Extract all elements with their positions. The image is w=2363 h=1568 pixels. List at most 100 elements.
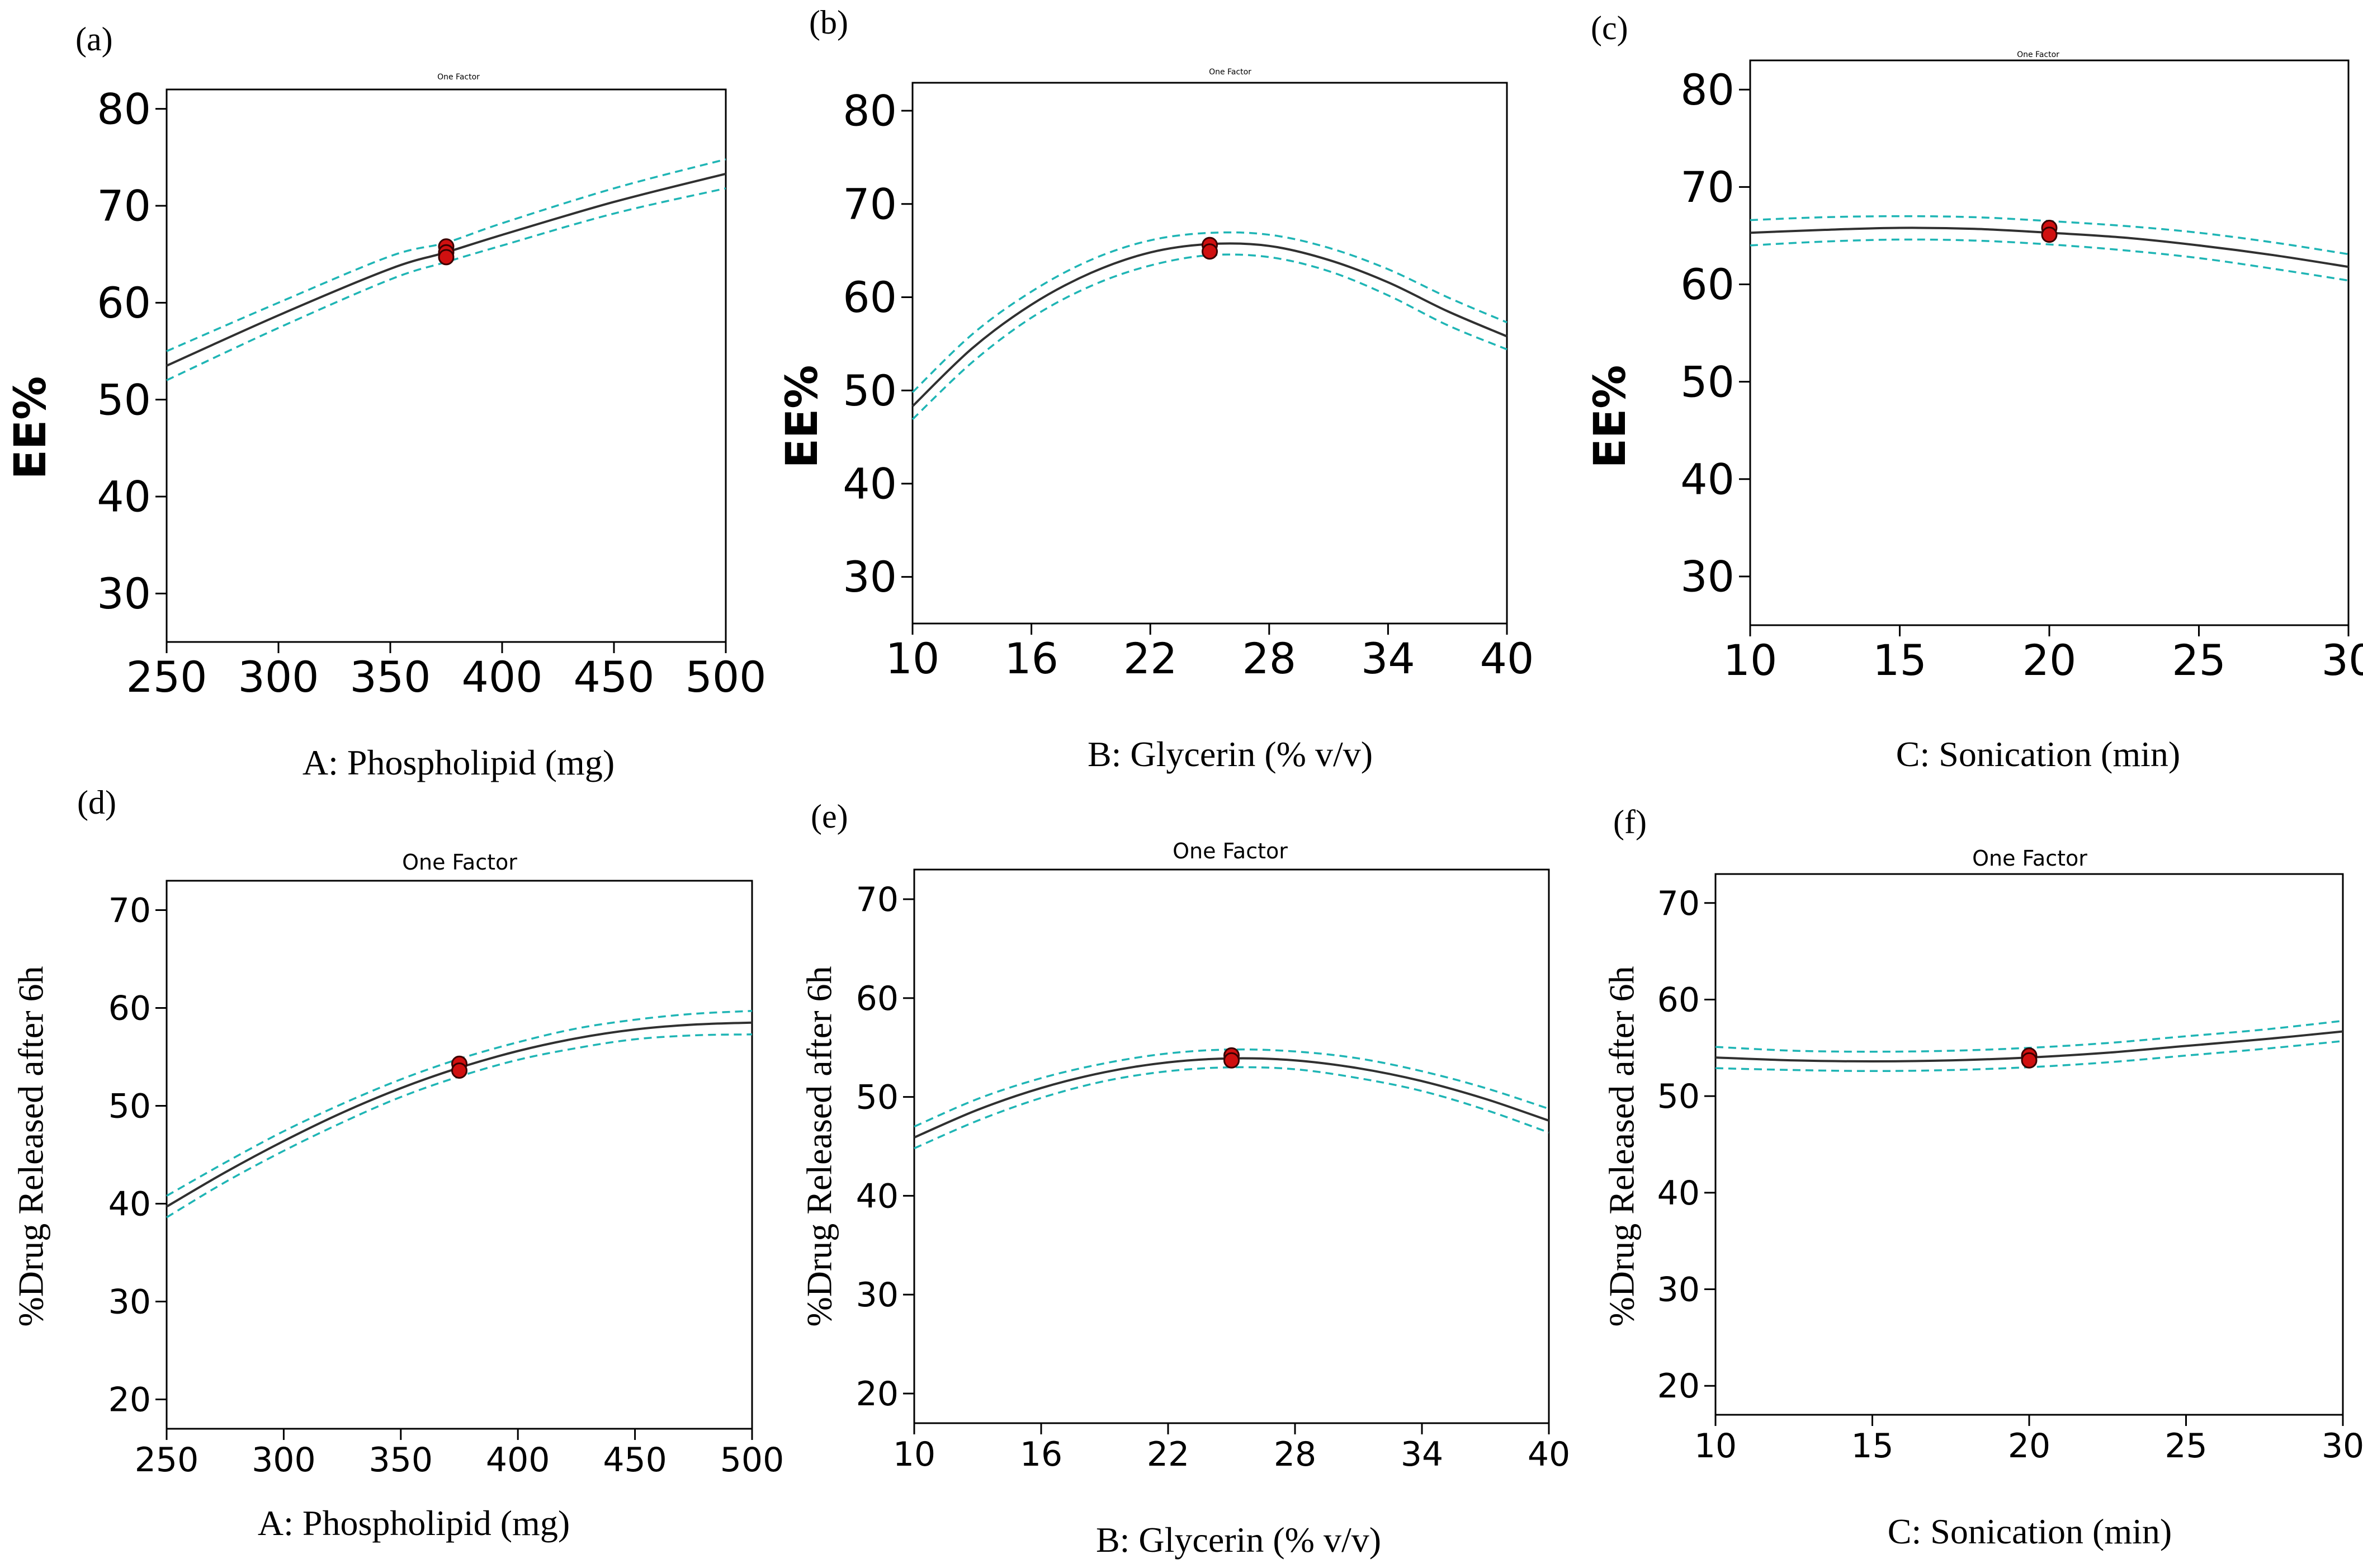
plot-frame (166, 88, 727, 643)
x-tick-label: 28 (1242, 634, 1296, 683)
x-axis-label: B: Glycerin (% v/v) (1096, 1520, 1381, 1560)
chart-title: One Factor (1209, 68, 1251, 77)
panel-a: (a) One Factor 250 300 350 400 450 500 30 40 50 60 7… (6, 21, 767, 782)
plot-frame (1749, 59, 2350, 626)
x-tick-label: 500 (685, 652, 766, 702)
x-tick-label: 16 (1004, 634, 1058, 683)
chart-title: One Factor (437, 73, 480, 82)
panel-b: (b) One Factor 10 16 22 28 34 40 30 40 50 60 70 80 B: … (777, 4, 1534, 774)
chart-title: One Factor (402, 850, 517, 875)
design-point (1202, 243, 1218, 260)
y-tick-label: 30 (97, 569, 151, 618)
plot-frame (166, 880, 753, 1430)
panel-letter: (d) (77, 784, 116, 821)
design-point (1223, 1052, 1240, 1069)
y-tick-label: 70 (1680, 162, 1735, 212)
x-tick-label: 34 (1361, 634, 1415, 683)
y-axis-label: %Drug Released after 6h (800, 966, 839, 1326)
y-axis-label: %Drug Released after 6h (11, 966, 51, 1326)
ci-line (166, 187, 726, 381)
panel-letter: (e) (811, 798, 848, 835)
panel-letter: (b) (809, 4, 848, 41)
design-point (2021, 1052, 2038, 1069)
design-point (438, 249, 455, 266)
x-tick-label: 400 (461, 652, 542, 702)
panel-e: (e) One Factor 10 16 22 28 34 40 20 30 40 50 60 70 B: … (800, 798, 1571, 1560)
x-tick-label: 250 (135, 1441, 199, 1480)
panel-f: (f) One Factor 10 15 20 25 30 20 30 40 50 60 70 C: So… (1602, 804, 2363, 1551)
y-tick-label: 50 (856, 1078, 899, 1117)
x-tick-label: 450 (603, 1441, 667, 1480)
x-tick-label: 34 (1401, 1435, 1443, 1474)
x-axis-label: C: Sonication (min) (1888, 1512, 2172, 1551)
y-axis-label: %Drug Released after 6h (1602, 966, 1642, 1326)
y-tick-label: 40 (843, 459, 897, 509)
y-tick-label: 50 (1657, 1077, 1700, 1116)
x-axis-label: C: Sonication (min) (1896, 734, 2180, 774)
x-axis-label: B: Glycerin (% v/v) (1088, 734, 1373, 774)
plot-frame (1714, 873, 2344, 1416)
y-tick-label: 40 (1680, 454, 1735, 504)
y-tick-label: 20 (1657, 1367, 1700, 1406)
y-tick-label: 80 (843, 86, 897, 136)
y-tick-label: 60 (843, 272, 897, 322)
y-tick-label: 20 (108, 1381, 151, 1420)
x-tick-label: 300 (252, 1441, 316, 1480)
y-tick-label: 30 (856, 1276, 899, 1315)
x-tick-label: 25 (2164, 1427, 2207, 1466)
x-tick-label: 20 (2008, 1427, 2050, 1466)
y-tick-label: 40 (856, 1177, 899, 1216)
design-point (451, 1062, 467, 1079)
y-tick-label: 40 (97, 472, 151, 522)
x-tick-label: 250 (126, 652, 207, 702)
y-tick-label: 40 (1657, 1174, 1700, 1213)
ci-line (1750, 238, 2349, 282)
y-tick-label: 60 (97, 278, 151, 328)
x-axis-label: A: Phospholipid (mg) (303, 743, 615, 782)
x-tick-label: 10 (1694, 1427, 1737, 1466)
y-axis-label: EE% (1585, 365, 1636, 469)
panel-c: (c) One Factor 10 15 20 25 30 30 40 50 60 70 80 C: So… (1585, 10, 2363, 774)
panel-d: (d) One Factor 250 300 350 400 450 500 20 30 40 50 6… (11, 784, 784, 1543)
x-tick-label: 350 (369, 1441, 433, 1480)
y-tick-label: 80 (1680, 65, 1735, 115)
y-tick-label: 50 (97, 375, 151, 424)
ci-line (911, 231, 1507, 393)
y-tick-label: 70 (1657, 884, 1700, 923)
prediction-line (166, 172, 726, 367)
prediction-line (166, 1021, 753, 1208)
y-tick-label: 30 (1657, 1271, 1700, 1310)
chart-title: One Factor (2017, 50, 2059, 59)
ci-line (166, 1010, 753, 1197)
y-tick-label: 30 (1680, 552, 1735, 602)
prediction-line (911, 242, 1507, 407)
y-tick-label: 70 (108, 891, 151, 931)
y-tick-label: 30 (108, 1283, 151, 1322)
x-tick-label: 350 (349, 652, 431, 702)
y-tick-label: 40 (108, 1185, 151, 1224)
x-tick-label: 16 (1020, 1435, 1062, 1474)
plot-frame (913, 868, 1550, 1424)
panel-letter: (a) (75, 21, 113, 58)
y-tick-label: 80 (97, 84, 151, 134)
ci-line (914, 1066, 1549, 1150)
plot-frame (911, 82, 1508, 625)
y-tick-label: 60 (856, 979, 899, 1018)
x-tick-label: 450 (573, 652, 654, 702)
x-tick-label: 25 (2172, 635, 2226, 685)
y-tick-label: 50 (843, 366, 897, 415)
x-tick-label: 500 (720, 1441, 784, 1480)
x-tick-label: 22 (1123, 634, 1178, 683)
chart-title: One Factor (1173, 839, 1288, 863)
x-tick-label: 28 (1274, 1435, 1316, 1474)
x-tick-label: 20 (2022, 635, 2077, 685)
y-tick-label: 60 (1680, 259, 1735, 309)
panel-letter: (f) (1613, 804, 1647, 840)
y-tick-label: 60 (108, 989, 151, 1028)
x-tick-label: 10 (893, 1435, 935, 1474)
y-axis-label: EE% (777, 365, 828, 469)
x-tick-label: 15 (1851, 1427, 1893, 1466)
y-tick-label: 30 (843, 552, 897, 602)
x-tick-label: 22 (1147, 1435, 1189, 1474)
